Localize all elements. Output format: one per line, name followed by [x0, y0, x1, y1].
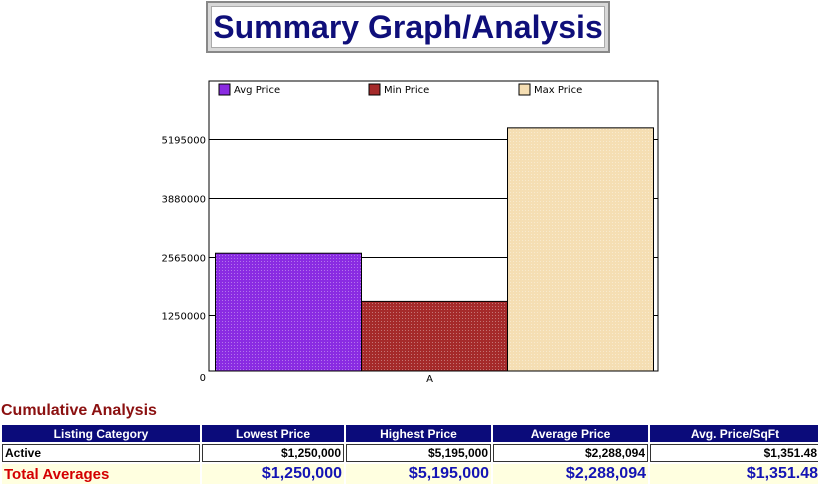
row-highest: $5,195,000	[346, 444, 491, 462]
legend-label: Max Price	[534, 85, 582, 96]
legend-swatch	[218, 83, 231, 96]
total-category: Total Averages	[2, 464, 200, 484]
header-highest-price: Highest Price	[346, 425, 491, 442]
total-highest: $5,195,000	[346, 464, 491, 484]
total-per-sqft: $1,351.48	[650, 464, 818, 484]
y-tick-label: 3880000	[161, 195, 206, 206]
total-average: $2,288,094	[493, 464, 648, 484]
legend-label: Avg Price	[234, 85, 280, 96]
header-lowest-price: Lowest Price	[202, 425, 344, 442]
header-listing-category: Listing Category	[2, 425, 200, 442]
x-tick-label: A	[426, 374, 433, 385]
row-lowest: $1,250,000	[202, 444, 344, 462]
table-header-row: Listing Category Lowest Price Highest Pr…	[2, 425, 818, 442]
row-category: Active	[2, 444, 200, 462]
bar-chart: 1250000 2565000 3880000 5195000 0 A Avg Price M…	[161, 80, 659, 385]
header-avg-price-sqft: Avg. Price/SqFt	[650, 425, 818, 442]
row-average: $2,288,094	[493, 444, 648, 462]
y-tick-label: 1250000	[161, 312, 206, 323]
bar-texture	[362, 302, 507, 371]
title-banner: Summary Graph/Analysis	[206, 1, 610, 53]
legend-swatch	[518, 83, 531, 96]
page-title: Summary Graph/Analysis	[213, 8, 603, 45]
table-row: Active $1,250,000 $5,195,000 $2,288,094 …	[2, 444, 818, 462]
title-inner: Summary Graph/Analysis	[211, 6, 605, 48]
analysis-table: Listing Category Lowest Price Highest Pr…	[0, 423, 818, 486]
bar-texture	[216, 254, 361, 371]
total-lowest: $1,250,000	[202, 464, 344, 484]
total-row: Total Averages $1,250,000 $5,195,000 $2,…	[2, 464, 818, 484]
header-average-price: Average Price	[493, 425, 648, 442]
row-per-sqft: $1,351.48	[650, 444, 818, 462]
cumulative-analysis-title: Cumulative Analysis	[1, 402, 157, 419]
bar-texture	[508, 128, 653, 371]
y-tick-label: 5195000	[161, 136, 206, 147]
y-tick-label: 2565000	[161, 254, 206, 265]
y-origin-label: 0	[200, 373, 206, 384]
legend-label: Min Price	[384, 85, 429, 96]
legend-swatch	[368, 83, 381, 96]
